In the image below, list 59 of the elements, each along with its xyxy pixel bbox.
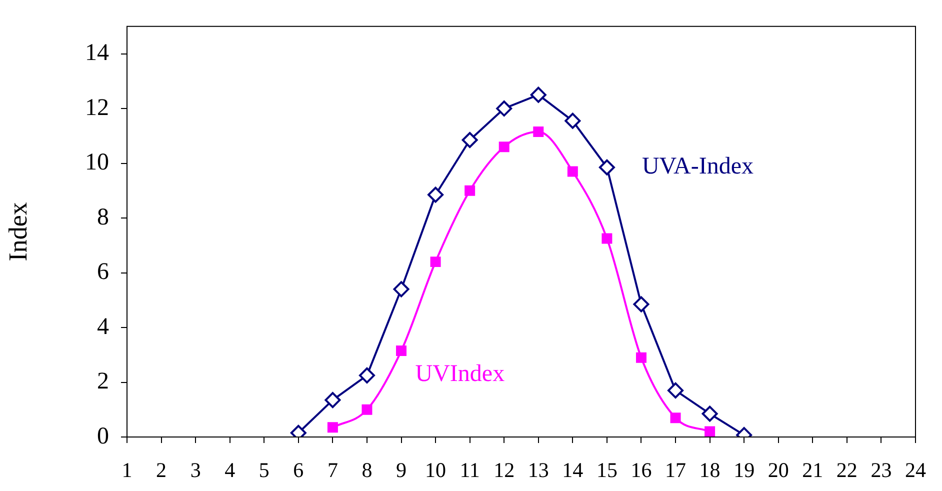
point	[564, 112, 581, 129]
x-tick-label: 19	[734, 458, 755, 482]
x-tick-label: 7	[327, 458, 338, 482]
point	[496, 100, 512, 117]
x-tick-label: 6	[293, 458, 304, 482]
x-tick-label: 21	[802, 458, 824, 482]
x-tick-label: 5	[258, 458, 270, 482]
point	[362, 404, 372, 415]
point	[428, 186, 444, 203]
y-tick-label: 10	[85, 150, 109, 176]
x-tick-label: 1	[122, 458, 132, 482]
y-tick-label: 14	[85, 40, 109, 66]
x-tick-label: 8	[362, 458, 372, 482]
point	[533, 126, 544, 138]
point	[393, 281, 410, 298]
x-tick-label: 14	[562, 458, 584, 482]
point	[462, 132, 478, 148]
y-tick-label: 8	[97, 204, 109, 230]
x-tick-label: 20	[768, 458, 789, 482]
x-tick-label: 10	[425, 458, 446, 482]
y-tick-label: 12	[85, 94, 109, 121]
series-label: UVIndex	[415, 361, 505, 388]
y-tick-label: 2	[97, 368, 109, 395]
point	[396, 346, 407, 356]
y-tick-label: 6	[97, 259, 109, 286]
series-label: UVA-Index	[642, 154, 754, 180]
x-tick-label: 12	[494, 458, 515, 482]
x-tick-label: 3	[190, 458, 201, 482]
x-tick-label: 18	[699, 458, 720, 482]
x-tick-label: 13	[528, 458, 549, 482]
point	[670, 412, 681, 424]
x-tick-label: 2	[156, 458, 167, 482]
x-tick-label: 4	[224, 458, 236, 482]
point	[327, 422, 338, 433]
y-axis-title: Index	[3, 202, 32, 262]
point	[464, 185, 476, 196]
point	[530, 86, 546, 103]
x-tick-label: 23	[870, 458, 892, 482]
point	[567, 166, 578, 177]
x-tick-label: 17	[665, 458, 686, 482]
x-tick-label: 15	[596, 458, 618, 482]
x-tick-label: 16	[630, 458, 652, 482]
point	[598, 159, 615, 176]
x-tick-label: 22	[836, 458, 858, 482]
point	[668, 382, 684, 398]
point	[498, 142, 510, 152]
x-tick-label: 11	[460, 458, 480, 482]
x-tick-label: 9	[396, 458, 407, 482]
point	[430, 256, 441, 268]
point	[602, 233, 612, 244]
y-tick-label: 0	[97, 423, 109, 450]
y-tick-label: 4	[97, 314, 109, 340]
point	[358, 367, 375, 384]
x-tick-label: 24	[905, 458, 926, 482]
point	[704, 426, 716, 437]
point	[636, 352, 646, 363]
point	[702, 406, 718, 422]
point	[324, 392, 341, 408]
point	[633, 296, 650, 312]
